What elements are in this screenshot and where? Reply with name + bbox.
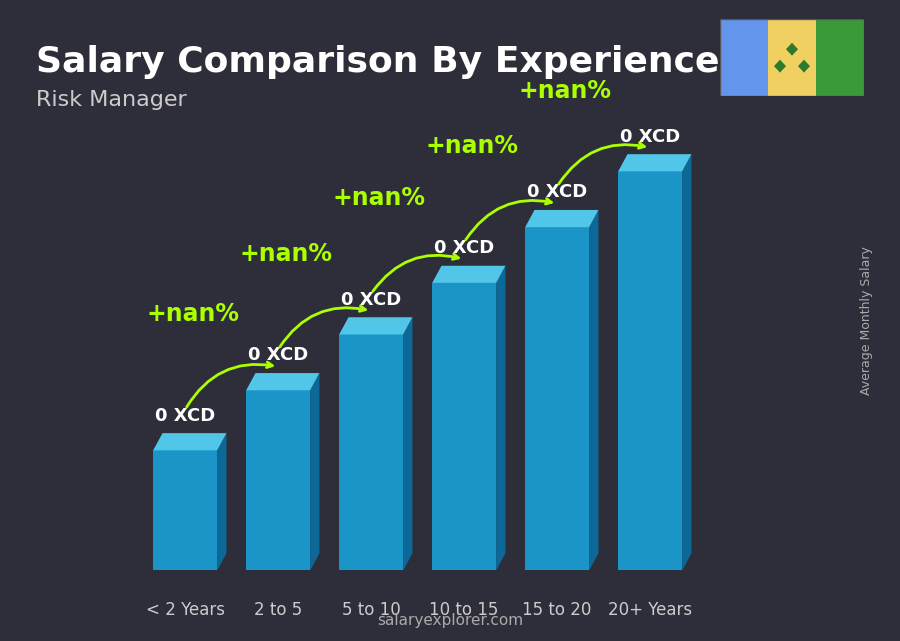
Text: 0 XCD: 0 XCD — [434, 239, 494, 257]
Polygon shape — [526, 227, 590, 570]
Text: 10 to 15: 10 to 15 — [429, 601, 499, 619]
Text: 2 to 5: 2 to 5 — [254, 601, 302, 619]
Text: 20+ Years: 20+ Years — [608, 601, 692, 619]
Polygon shape — [682, 154, 691, 570]
Polygon shape — [217, 433, 227, 570]
FancyBboxPatch shape — [816, 19, 864, 96]
Text: +nan%: +nan% — [426, 135, 518, 158]
Text: 5 to 10: 5 to 10 — [342, 601, 400, 619]
Text: 0 XCD: 0 XCD — [155, 406, 215, 424]
Polygon shape — [247, 373, 320, 390]
Polygon shape — [339, 335, 403, 570]
Polygon shape — [798, 60, 810, 72]
Text: +nan%: +nan% — [239, 242, 333, 266]
Polygon shape — [526, 210, 599, 227]
Text: salaryexplorer.com: salaryexplorer.com — [377, 613, 523, 628]
Polygon shape — [403, 317, 412, 570]
Text: Salary Comparison By Experience: Salary Comparison By Experience — [36, 45, 719, 79]
Text: 15 to 20: 15 to 20 — [523, 601, 592, 619]
Polygon shape — [786, 43, 798, 56]
Text: +nan%: +nan% — [147, 302, 239, 326]
Text: 0 XCD: 0 XCD — [527, 183, 588, 201]
Text: 0 XCD: 0 XCD — [341, 290, 401, 309]
Text: +nan%: +nan% — [333, 186, 426, 210]
Text: +nan%: +nan% — [518, 79, 612, 103]
FancyBboxPatch shape — [768, 19, 816, 96]
Polygon shape — [153, 433, 227, 451]
Polygon shape — [774, 60, 786, 72]
Polygon shape — [310, 373, 320, 570]
Text: 0 XCD: 0 XCD — [248, 347, 309, 365]
Text: 0 XCD: 0 XCD — [620, 128, 680, 146]
Polygon shape — [496, 266, 506, 570]
Polygon shape — [339, 317, 412, 335]
Polygon shape — [432, 266, 506, 283]
Polygon shape — [247, 390, 310, 570]
FancyBboxPatch shape — [720, 19, 768, 96]
Text: < 2 Years: < 2 Years — [146, 601, 225, 619]
Polygon shape — [590, 210, 598, 570]
Polygon shape — [432, 283, 496, 570]
Text: Average Monthly Salary: Average Monthly Salary — [860, 246, 873, 395]
Polygon shape — [618, 171, 682, 570]
Polygon shape — [153, 451, 217, 570]
Polygon shape — [618, 154, 691, 171]
Text: Risk Manager: Risk Manager — [36, 90, 187, 110]
